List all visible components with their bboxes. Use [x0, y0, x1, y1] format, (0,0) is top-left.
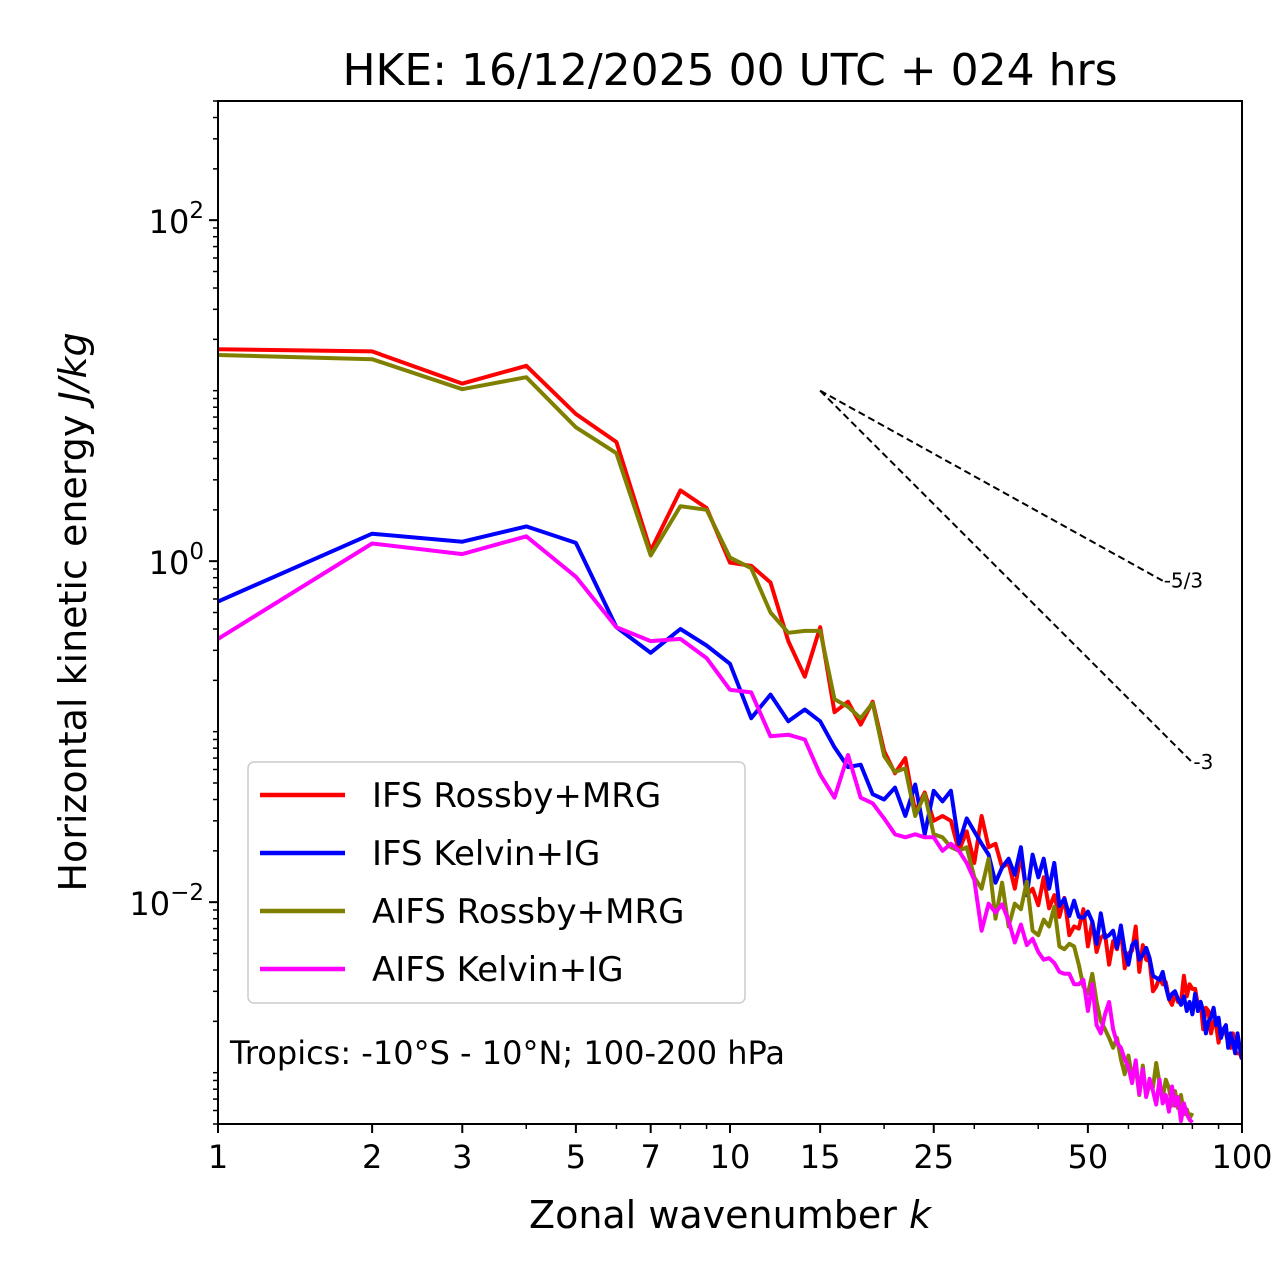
- series-lines: [218, 347, 1242, 1124]
- x-tick-label: 25: [913, 1138, 954, 1176]
- series-line-3: [218, 534, 1194, 1124]
- x-tick-label: 100: [1211, 1138, 1272, 1176]
- x-tick-label: 50: [1068, 1138, 1109, 1176]
- y-tick-label: 100: [149, 539, 204, 582]
- legend-box: [247, 761, 746, 1004]
- y-axis-label: Horizontal kinetic energy J/kg: [51, 332, 95, 891]
- region-annotation: Tropics: -10°S - 10°N; 100-200 hPa: [229, 1034, 785, 1072]
- y-tick-label: 102: [149, 198, 204, 241]
- x-tick-label: 1: [208, 1138, 228, 1176]
- series-line-1: [218, 524, 1242, 1060]
- legend-label-2: AIFS Rossby+MRG: [372, 892, 684, 932]
- reference-slope-labels: -5/3 -3: [1164, 568, 1214, 774]
- legend-label-1: IFS Kelvin+IG: [372, 834, 600, 874]
- reference-line-label-1: -3: [1193, 750, 1213, 774]
- x-tick-label: 10: [710, 1138, 751, 1176]
- x-tick-label: 7: [641, 1138, 661, 1176]
- legend-label-3: AIFS Kelvin+IG: [372, 950, 624, 990]
- axes: 1 2 3 5 7 10 15 25 50 100 102 100 10−2: [129, 100, 1273, 1176]
- x-tick-label: 5: [566, 1138, 586, 1176]
- reference-line-1: [819, 389, 1194, 764]
- x-axis-label: Zonal wavenumber k: [529, 1193, 933, 1237]
- series-line-2: [218, 353, 1195, 1121]
- legend: IFS Rossby+MRG IFS Kelvin+IG AIFS Rossby+M…: [247, 761, 746, 1004]
- y-tick-label: 10−2: [129, 880, 204, 923]
- x-tick-label: 15: [800, 1138, 841, 1176]
- legend-label-0: IFS Rossby+MRG: [372, 776, 661, 816]
- reference-slope-lines: [819, 389, 1194, 764]
- reference-line-0: [819, 389, 1164, 582]
- x-tick-label: 3: [452, 1138, 472, 1176]
- chart-title: HKE: 16/12/2025 00 UTC + 024 hrs: [342, 45, 1117, 96]
- x-tick-label: 2: [362, 1138, 382, 1176]
- reference-line-label-0: -5/3: [1164, 568, 1203, 592]
